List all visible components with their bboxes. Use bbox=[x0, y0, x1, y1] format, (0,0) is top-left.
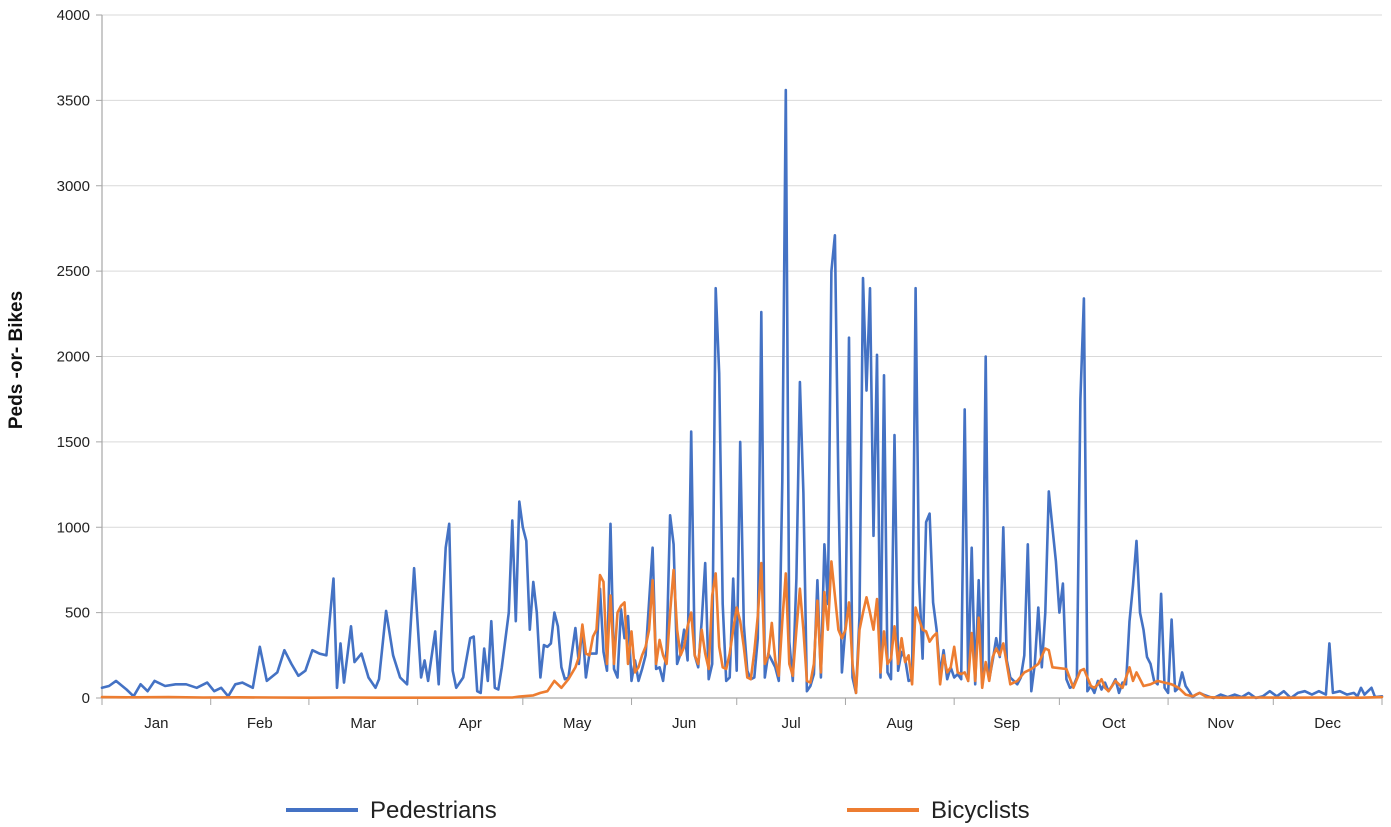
x-tick-label: Feb bbox=[247, 715, 273, 732]
y-tick-label: 500 bbox=[65, 605, 90, 622]
x-tick-label: Jan bbox=[144, 715, 168, 732]
y-tick-label: 0 bbox=[82, 690, 90, 707]
legend: Pedestrians Bicyclists bbox=[286, 797, 1030, 824]
x-tick-label: Nov bbox=[1207, 715, 1234, 732]
x-tick-label: Jul bbox=[782, 715, 801, 732]
series-line-pedestrians bbox=[100, 88, 1384, 700]
series-lines bbox=[100, 88, 1384, 700]
y-tick-label: 4000 bbox=[57, 7, 90, 24]
y-tick-label: 1500 bbox=[57, 434, 90, 451]
gridlines bbox=[102, 14, 1382, 614]
x-tick-label: May bbox=[563, 715, 592, 732]
x-tick-label: Oct bbox=[1102, 715, 1126, 732]
x-tick-label: Dec bbox=[1314, 715, 1341, 732]
y-tick-label: 3500 bbox=[57, 92, 90, 109]
y-tick-label: 3000 bbox=[57, 178, 90, 195]
y-tick-label: 2500 bbox=[57, 263, 90, 280]
y-tick-labels: 0 500 1000 1500 2000 2500 3000 3500 4000 bbox=[57, 7, 90, 707]
y-tick-label: 1000 bbox=[57, 519, 90, 536]
legend-label: Pedestrians bbox=[370, 797, 497, 824]
legend-label: Bicyclists bbox=[931, 797, 1030, 824]
x-tick-label: Sep bbox=[993, 715, 1020, 732]
x-tick-label: Jun bbox=[672, 715, 696, 732]
y-axis-title: Peds -or- Bikes bbox=[6, 291, 27, 429]
series-line-bicyclists bbox=[100, 560, 1384, 699]
y-tick-label: 2000 bbox=[57, 349, 90, 366]
x-tick-label: Apr bbox=[459, 715, 482, 732]
x-tick-labels: Jan Feb Mar Apr May Jun Jul Aug Sep Oct Nov Dec bbox=[144, 715, 1341, 732]
x-tick-label: Aug bbox=[886, 715, 913, 732]
x-tick-label: Mar bbox=[350, 715, 376, 732]
